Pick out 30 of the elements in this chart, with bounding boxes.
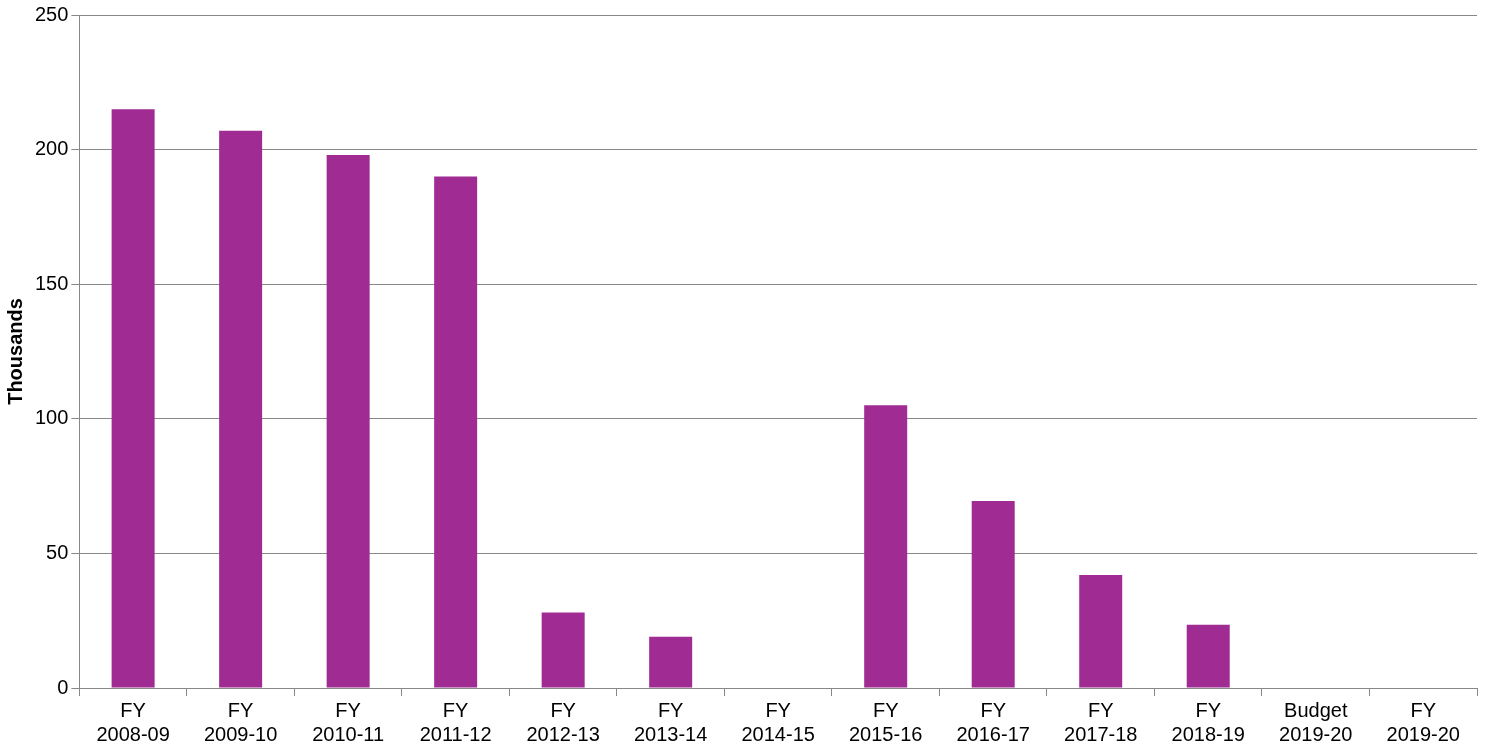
x-tick-label: FY 2011-12: [419, 698, 492, 745]
x-tick-label: FY 2012-13: [526, 698, 600, 745]
x-tick-label: Budget 2019-20: [1279, 698, 1353, 745]
y-tick-label: 150: [34, 271, 69, 294]
bar: [434, 176, 478, 688]
y-axis-title: Thousands: [3, 298, 26, 405]
y-tick-label: 0: [57, 675, 69, 698]
bar: [541, 612, 585, 688]
y-tick-label: 250: [34, 2, 69, 25]
bar: [971, 500, 1015, 688]
bar: [864, 405, 908, 688]
x-tick-label: FY 2017-18: [1064, 698, 1138, 745]
x-tick-label: FY 2008-09: [96, 698, 170, 745]
bar: [111, 109, 155, 688]
y-tick-label: 50: [46, 540, 69, 563]
x-tick-label: FY 2014-15: [741, 698, 815, 745]
bar: [649, 636, 693, 688]
y-tick-label: 100: [34, 406, 69, 429]
bar: [219, 130, 263, 688]
x-tick-label: FY 2016-17: [956, 698, 1030, 745]
x-tick-label: FY 2018-19: [1171, 698, 1245, 745]
x-tick-label: FY 2009-10: [203, 698, 278, 745]
x-tick-label: FY 2019-20: [1386, 698, 1460, 745]
bar: [326, 154, 370, 688]
y-tick-label: 200: [34, 137, 69, 160]
bar: [1186, 624, 1230, 688]
x-tick-label: FY 2015-16: [848, 698, 923, 745]
bar: [1079, 574, 1123, 688]
x-tick-label: FY 2010-11: [312, 698, 385, 745]
x-tick-label: FY 2013-14: [633, 698, 708, 745]
